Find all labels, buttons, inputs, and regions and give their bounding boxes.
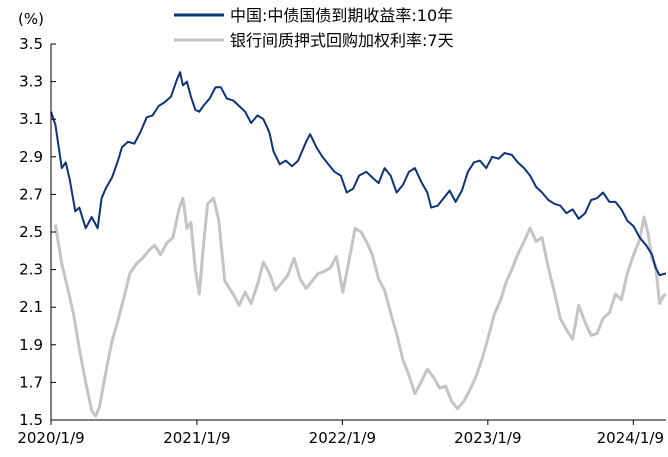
x-tick-label: 2023/1/9 [454, 429, 521, 447]
y-axis-unit-label: (%) [18, 10, 44, 28]
legend: 中国:中债国债到期收益率:10年 银行间质押式回购加权利率:7天 [174, 6, 454, 50]
plot-area [50, 71, 667, 418]
y-tick-label: 1.5 [19, 411, 43, 429]
x-tick-label: 2020/1/9 [17, 429, 84, 447]
series-line-repo-7d [53, 196, 667, 418]
x-tick-label: 2021/1/9 [163, 429, 230, 447]
y-tick-label: 1.9 [19, 336, 43, 354]
y-tick-label: 3.1 [19, 110, 43, 128]
series-line-yield-10y [50, 71, 667, 277]
y-axis: 3.5 3.3 3.1 2.9 2.7 2.5 2.3 2.1 1.9 1.7 1.5 [19, 35, 56, 429]
legend-label-repo-7d: 银行间质押式回购加权利率:7天 [230, 31, 454, 50]
y-tick-label: 3.3 [19, 73, 43, 91]
x-tick-label: 2022/1/9 [309, 429, 376, 447]
y-tick-label: 2.3 [19, 261, 43, 279]
legend-label-yield-10y: 中国:中债国债到期收益率:10年 [230, 6, 453, 25]
y-tick-label: 2.9 [19, 148, 43, 166]
x-tick-label: 2024/1/9 [597, 429, 664, 447]
y-tick-label: 1.7 [19, 373, 43, 391]
y-tick-label: 3.5 [19, 35, 43, 53]
x-axis: 2020/1/9 2021/1/9 2022/1/9 2023/1/9 2024/1/9 [17, 419, 666, 447]
y-tick-label: 2.1 [19, 298, 43, 316]
y-tick-label: 2.7 [19, 185, 43, 203]
y-tick-label: 2.5 [19, 223, 43, 241]
